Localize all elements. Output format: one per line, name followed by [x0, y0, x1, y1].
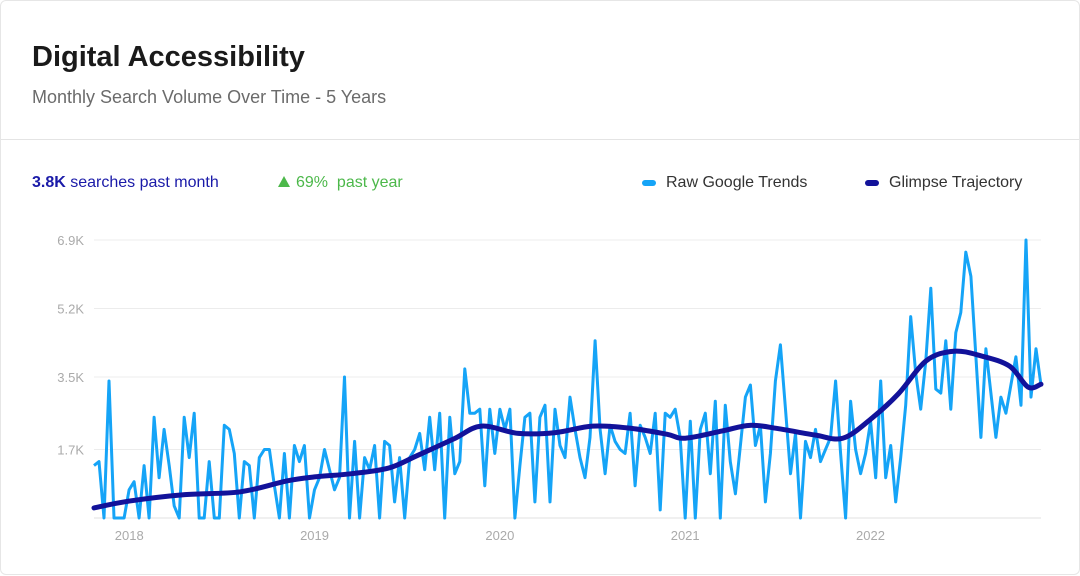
- growth-stat: 69% past year: [278, 174, 403, 192]
- legend-label-trajectory: Glimpse Trajectory: [889, 174, 1023, 191]
- trajectory-line: [91, 348, 1044, 511]
- x-tick-label: 2020: [485, 528, 514, 543]
- divider: [1, 139, 1079, 140]
- legend-swatch-raw: [642, 180, 656, 186]
- x-tick-label: 2018: [115, 528, 144, 543]
- growth-value: 69%: [296, 174, 329, 191]
- page-title: Digital Accessibility: [32, 41, 305, 73]
- y-tick-label: 6.9K: [57, 233, 84, 248]
- legend-item-raw[interactable]: Raw Google Trends: [642, 174, 807, 192]
- raw-trends-line: [93, 238, 1043, 520]
- legend-swatch-trajectory: [865, 180, 879, 186]
- growth-label: past year: [328, 174, 403, 191]
- searches-value: 3.8K: [32, 174, 66, 191]
- x-tick-label: 2019: [300, 528, 329, 543]
- x-tick-label: 2021: [671, 528, 700, 543]
- legend-label-raw: Raw Google Trends: [666, 174, 808, 191]
- up-triangle-icon: [278, 176, 290, 187]
- y-tick-label: 5.2K: [57, 301, 84, 316]
- x-tick-label: 2022: [856, 528, 885, 543]
- page-subtitle: Monthly Search Volume Over Time - 5 Year…: [32, 87, 387, 107]
- y-tick-label: 3.5K: [57, 370, 84, 385]
- y-tick-label: 1.7K: [57, 443, 84, 458]
- searches-stat: 3.8K searches past month: [32, 174, 219, 192]
- legend-item-trajectory[interactable]: Glimpse Trajectory: [865, 174, 1022, 192]
- searches-label: searches past month: [65, 174, 219, 191]
